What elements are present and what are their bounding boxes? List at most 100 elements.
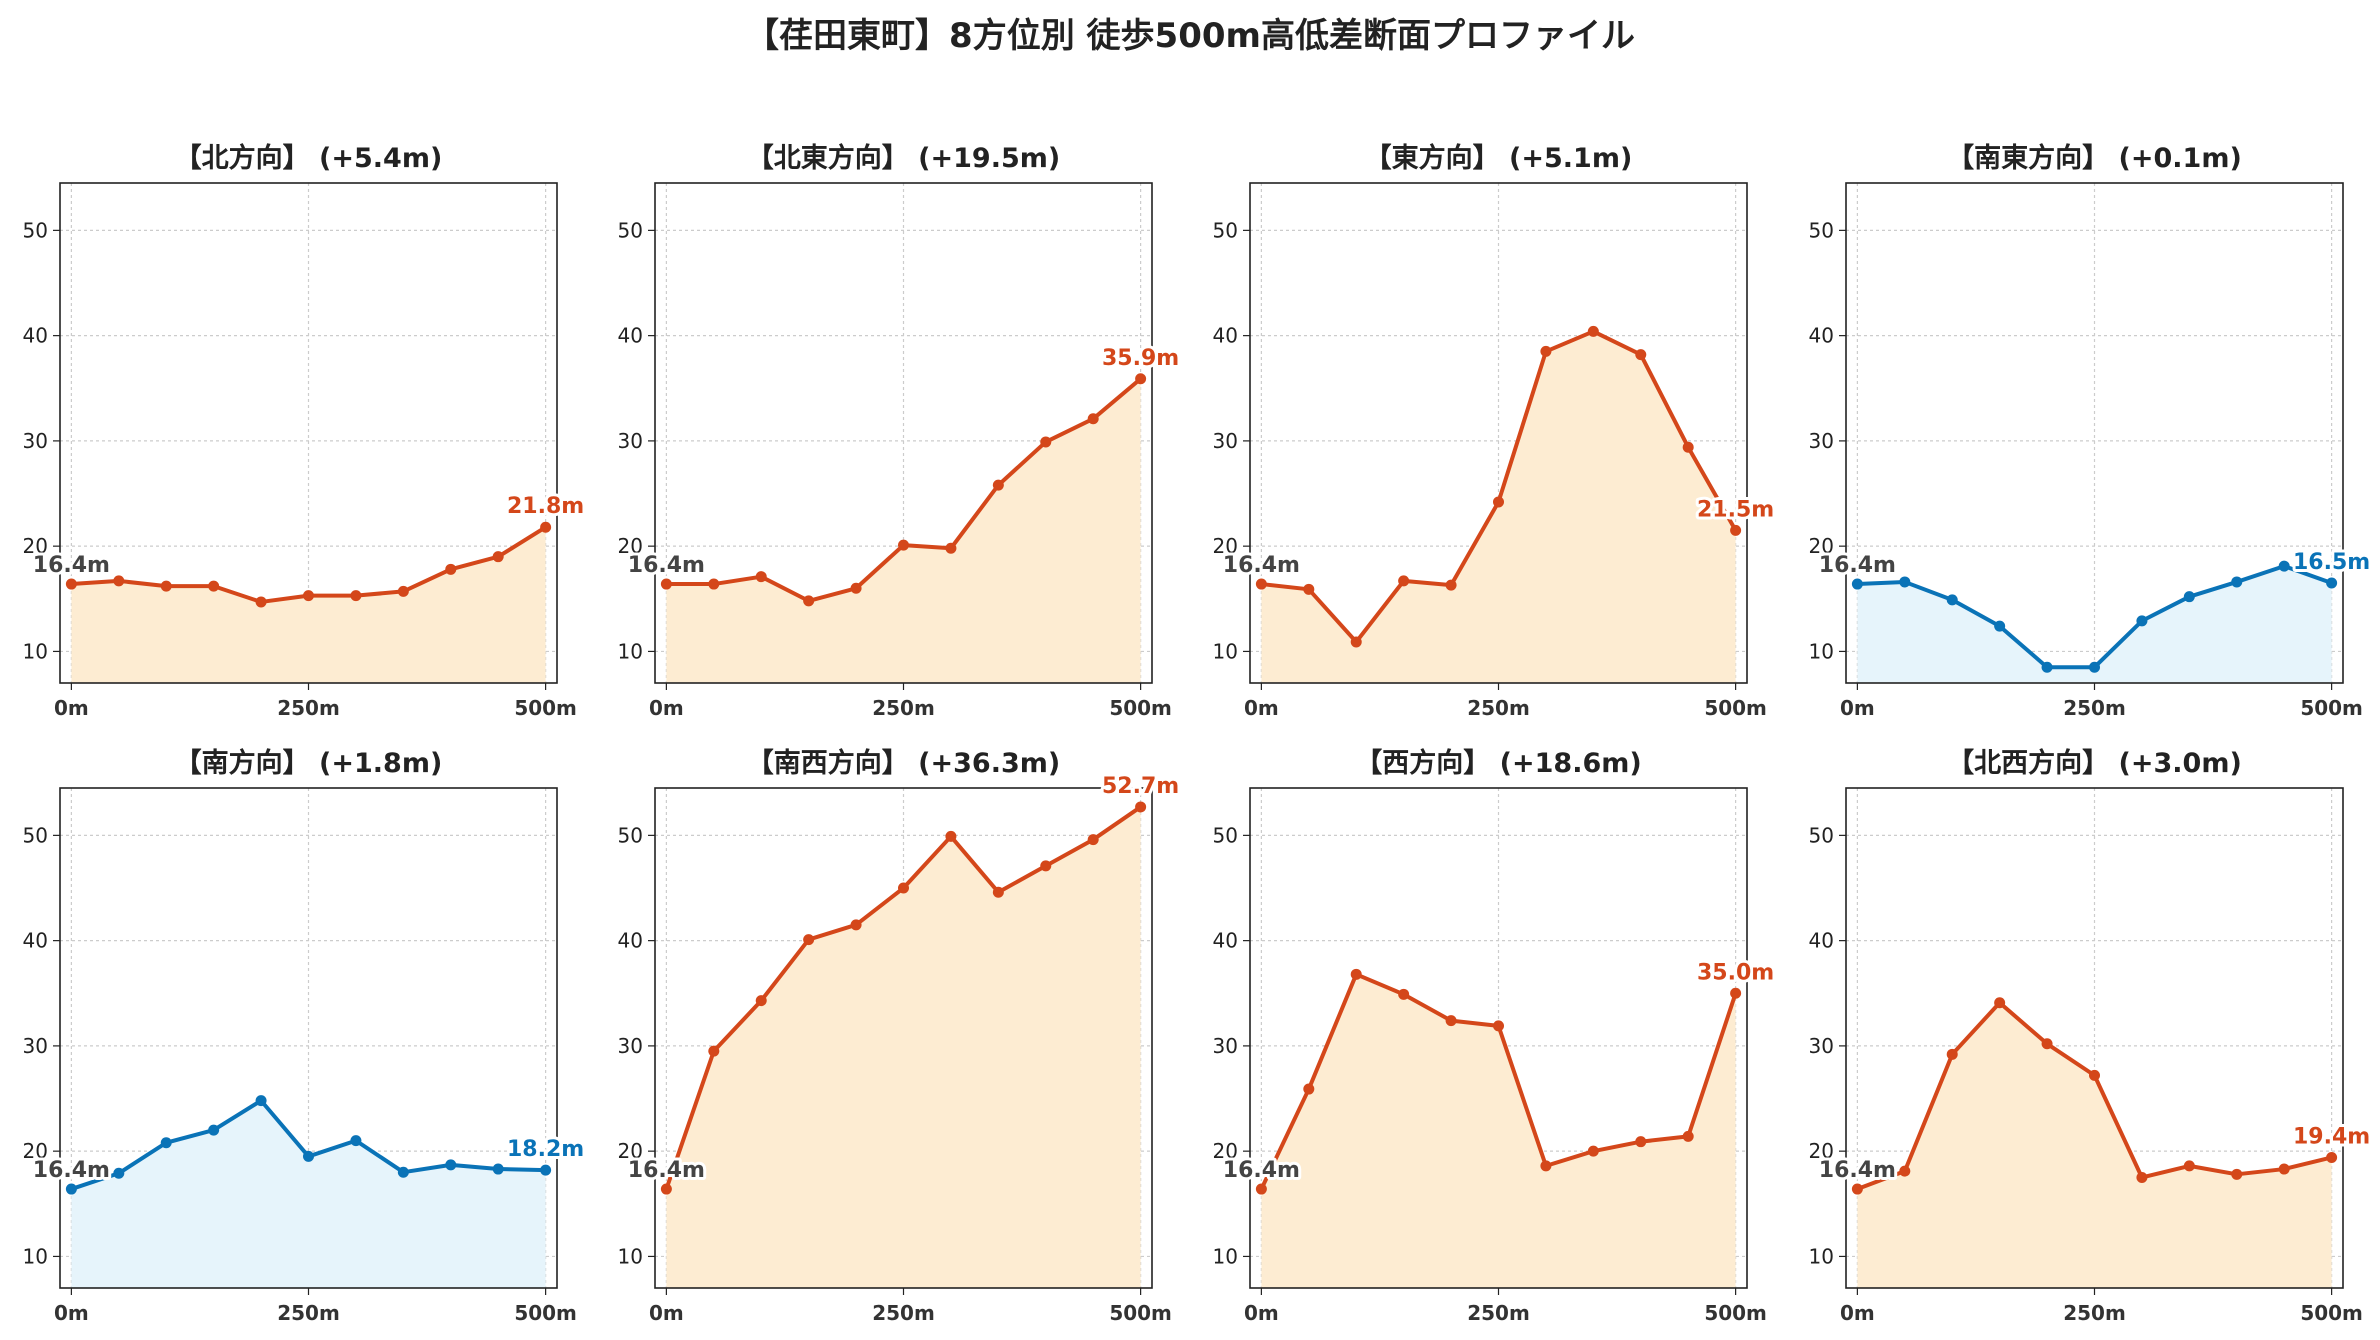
data-point [2278, 560, 2290, 572]
data-point [303, 590, 314, 602]
data-point [2326, 1151, 2338, 1163]
start-elevation-label: 16.4m [1819, 1158, 1896, 1183]
data-point [660, 1183, 672, 1195]
data-point [2278, 1163, 2290, 1175]
end-elevation-label: 21.8m [507, 494, 584, 519]
panel-title: 【南東方向】 (+0.1m) [1947, 142, 2242, 174]
area-fill [666, 806, 1141, 1288]
area-fill [71, 527, 546, 683]
data-point [1994, 620, 2006, 632]
data-point [2089, 1069, 2100, 1081]
data-point [1087, 413, 1099, 425]
data-point [2041, 1038, 2053, 1050]
tick-label-y: 20 [23, 1139, 48, 1163]
data-point [2136, 615, 2148, 627]
data-point [2136, 1171, 2148, 1183]
data-point [2089, 661, 2100, 673]
end-elevation-label: 35.9m [1102, 346, 1179, 371]
panel-title: 【北東方向】 (+19.5m) [747, 142, 1060, 174]
data-point [1398, 575, 1410, 587]
axes-frame [654, 182, 1153, 684]
tick-label-y: 10 [23, 639, 48, 663]
tick-label-y: 20 [1809, 534, 1834, 558]
data-point [1350, 636, 1362, 648]
data-point [1303, 583, 1315, 595]
data-point [350, 1135, 362, 1147]
data-point [1851, 578, 1863, 590]
tick-label-x: 500m [1109, 696, 1172, 720]
tick-label-x: 0m [1244, 696, 1279, 720]
axes-frame [1845, 182, 2344, 684]
axes-frame [59, 182, 558, 684]
tick-label-x: 250m [2063, 1301, 2126, 1325]
end-elevation-label: 35.0m [1697, 960, 1774, 985]
tick-label-y: 20 [1809, 1139, 1834, 1163]
panel-title: 【北西方向】 (+3.0m) [1947, 747, 2242, 779]
axes-frame [654, 787, 1153, 1289]
data-point [2231, 576, 2243, 588]
data-point [1730, 987, 1742, 999]
data-point [350, 590, 362, 602]
end-elevation-label: 16.5m [2293, 550, 2370, 575]
tick-label-x: 250m [1467, 696, 1530, 720]
end-elevation-label: 18.2m [507, 1137, 584, 1162]
panel-title: 【西方向】 (+18.6m) [1355, 747, 1641, 779]
data-point [2183, 1160, 2195, 1172]
tick-label-y: 50 [1809, 218, 1834, 242]
tick-label-x: 250m [277, 696, 340, 720]
tick-label-y: 20 [23, 534, 48, 558]
data-point [445, 563, 457, 575]
data-point [1493, 1020, 1504, 1032]
tick-label-y: 10 [1213, 639, 1238, 663]
tick-label-x: 250m [872, 696, 935, 720]
panel-title: 【東方向】 (+5.1m) [1365, 142, 1633, 174]
data-point [1946, 594, 1958, 606]
tick-label-x: 250m [872, 1301, 935, 1325]
start-elevation-label: 16.4m [628, 553, 705, 578]
data-point [1540, 1160, 1552, 1172]
data-point [492, 551, 504, 563]
start-elevation-label: 16.4m [33, 553, 110, 578]
data-point [1851, 1183, 1863, 1195]
tick-label-y: 40 [618, 324, 643, 348]
data-point [660, 578, 672, 590]
data-point [708, 1045, 720, 1057]
tick-label-x: 500m [514, 1301, 577, 1325]
data-point [898, 539, 909, 551]
tick-label-y: 40 [1809, 324, 1834, 348]
data-point [1255, 1183, 1267, 1195]
tick-label-y: 50 [23, 218, 48, 242]
data-point [65, 578, 77, 590]
tick-label-x: 0m [1840, 1301, 1875, 1325]
tick-label-y: 10 [1213, 1244, 1238, 1268]
data-point [755, 571, 767, 583]
data-point [708, 578, 720, 590]
panel-title: 【南西方向】 (+36.3m) [747, 747, 1060, 779]
tick-label-x: 0m [649, 696, 684, 720]
tick-label-y: 40 [23, 929, 48, 953]
tick-label-x: 500m [1704, 696, 1767, 720]
axes-frame [1249, 182, 1748, 684]
data-point [1135, 801, 1147, 813]
data-point [1398, 988, 1410, 1000]
start-elevation-label: 16.4m [1223, 553, 1300, 578]
data-point [992, 479, 1004, 491]
data-point [1899, 576, 1911, 588]
data-point [1255, 578, 1267, 590]
data-point [1635, 1136, 1647, 1148]
area-fill [1261, 974, 1736, 1288]
data-point [850, 582, 862, 594]
data-point [1040, 860, 1052, 872]
tick-label-y: 20 [618, 534, 643, 558]
data-point [1350, 968, 1362, 980]
data-point [208, 580, 220, 592]
data-point [1303, 1083, 1315, 1095]
tick-label-y: 30 [23, 1034, 48, 1058]
